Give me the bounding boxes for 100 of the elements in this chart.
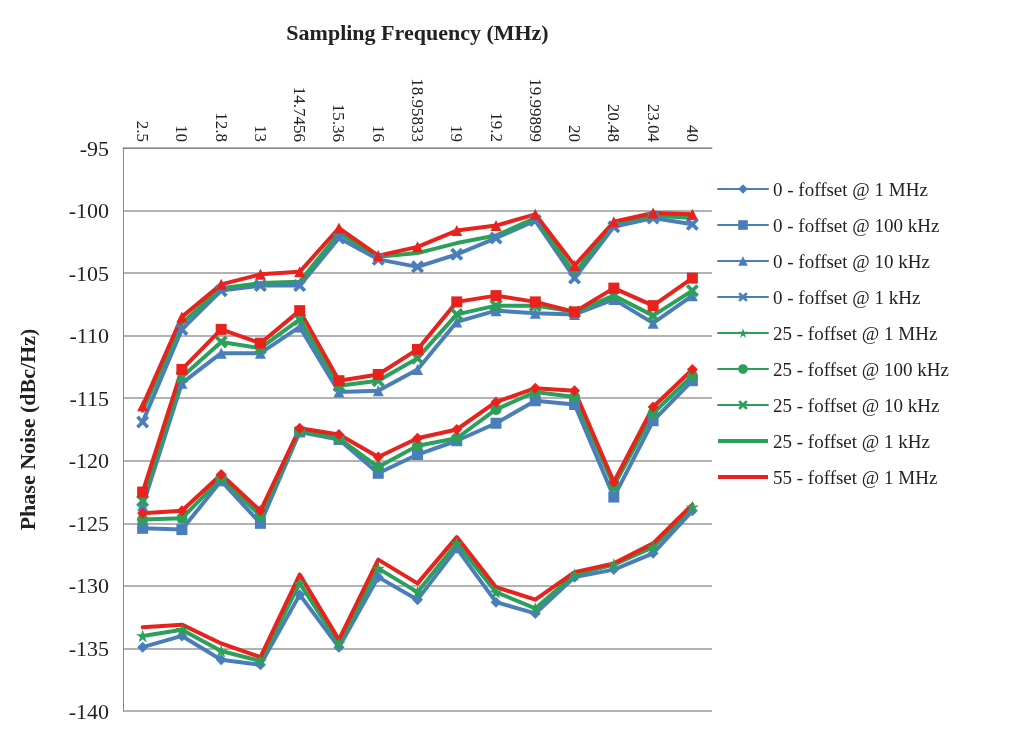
point: [489, 585, 503, 599]
point: [490, 396, 502, 408]
x-tick-label: 19: [447, 125, 467, 142]
point: [372, 451, 384, 463]
point: [451, 316, 463, 328]
x-tick-label: 13: [250, 125, 270, 142]
point: [647, 317, 659, 329]
point: [412, 363, 423, 375]
point: [686, 208, 698, 220]
y-tick-label: -130: [68, 573, 109, 599]
x-tick-label: 14.7456: [290, 86, 310, 142]
point: [333, 222, 345, 234]
y-tick-label: -105: [68, 260, 109, 286]
point: [490, 290, 502, 302]
y-tick-label: -100: [68, 198, 109, 224]
point: [333, 375, 345, 387]
y-tick-label: -110: [69, 323, 109, 349]
point: [647, 300, 659, 312]
point: [686, 363, 698, 375]
point: [372, 385, 384, 397]
point: [490, 417, 502, 429]
point: [372, 368, 384, 380]
point: [529, 208, 541, 220]
point: [685, 284, 699, 298]
point: [607, 558, 621, 572]
point: [489, 299, 503, 313]
legend-label: 25 - foffset @ 10 kHz: [773, 394, 940, 416]
point: [372, 461, 384, 473]
point: [294, 321, 306, 333]
point: [176, 363, 188, 375]
point: [608, 282, 620, 294]
point: [214, 335, 228, 349]
point: [490, 596, 502, 608]
x-tick-label: 40: [682, 125, 702, 142]
point: [490, 220, 502, 232]
point: [294, 266, 306, 278]
legend-label: 55 - foffset @ 1 MHz: [773, 466, 938, 488]
point: [254, 337, 266, 349]
point: [608, 476, 620, 488]
point: [137, 400, 149, 412]
point: [647, 401, 659, 413]
x-tick-label: 15.36: [329, 103, 349, 142]
x-axis-title: Sampling Frequency (MHz): [286, 19, 549, 45]
legend-label: 0 - foffset @ 1 MHz: [773, 178, 928, 200]
point: [372, 250, 384, 262]
point: [412, 432, 423, 444]
point: [686, 272, 698, 284]
point: [450, 307, 464, 321]
point: [254, 505, 266, 517]
y-tick-label: -135: [68, 635, 109, 661]
y-tick-label: -95: [79, 135, 109, 161]
point: [137, 641, 149, 653]
point: [529, 382, 541, 394]
y-tick-label: -140: [68, 698, 109, 724]
point: [647, 207, 659, 219]
point: [254, 268, 266, 280]
point: [412, 343, 423, 355]
x-tick-label: 10: [172, 125, 192, 142]
x-tick-label: 12.8: [211, 112, 231, 142]
point: [411, 260, 424, 274]
point: [528, 601, 542, 615]
legend-label: 0 - foffset @ 1 kHz: [773, 286, 921, 308]
point: [294, 589, 306, 601]
point: [569, 385, 581, 397]
point: [176, 311, 188, 323]
point: [294, 305, 306, 317]
point: [293, 576, 307, 590]
legend-label: 0 - foffset @ 100 kHz: [773, 214, 940, 236]
point: [371, 561, 385, 575]
point: [450, 247, 464, 261]
point: [293, 279, 307, 293]
point: [569, 260, 581, 272]
point: [137, 486, 149, 498]
point: [451, 424, 463, 435]
point: [451, 225, 463, 237]
legend-label: 0 - foffset @ 10 kHz: [773, 250, 930, 272]
x-tick-label: 20.48: [604, 103, 624, 142]
point: [175, 623, 189, 637]
point: [529, 307, 541, 319]
point: [137, 522, 149, 534]
legend-label: 25 - foffset @ 1 kHz: [773, 430, 930, 452]
point: [175, 322, 189, 336]
point: [214, 644, 228, 658]
point: [372, 571, 384, 583]
x-tick-label: 2.5: [133, 120, 153, 142]
x-tick-label: 19.99899: [525, 78, 545, 142]
point: [333, 429, 345, 440]
point: [608, 491, 620, 503]
point: [411, 585, 424, 599]
x-tick-label: 23.04: [643, 103, 663, 143]
point: [451, 296, 463, 308]
point: [646, 309, 660, 323]
x-tick-label: 18.95833: [408, 78, 427, 142]
point: [608, 216, 620, 228]
x-tick-label: 16: [368, 125, 388, 142]
y-tick-label: -120: [68, 448, 109, 474]
x-tick-label: 20: [565, 125, 585, 142]
y-axis-title: Phase Noise (dBc/Hz): [14, 328, 40, 531]
point: [215, 323, 227, 335]
point: [685, 500, 699, 514]
